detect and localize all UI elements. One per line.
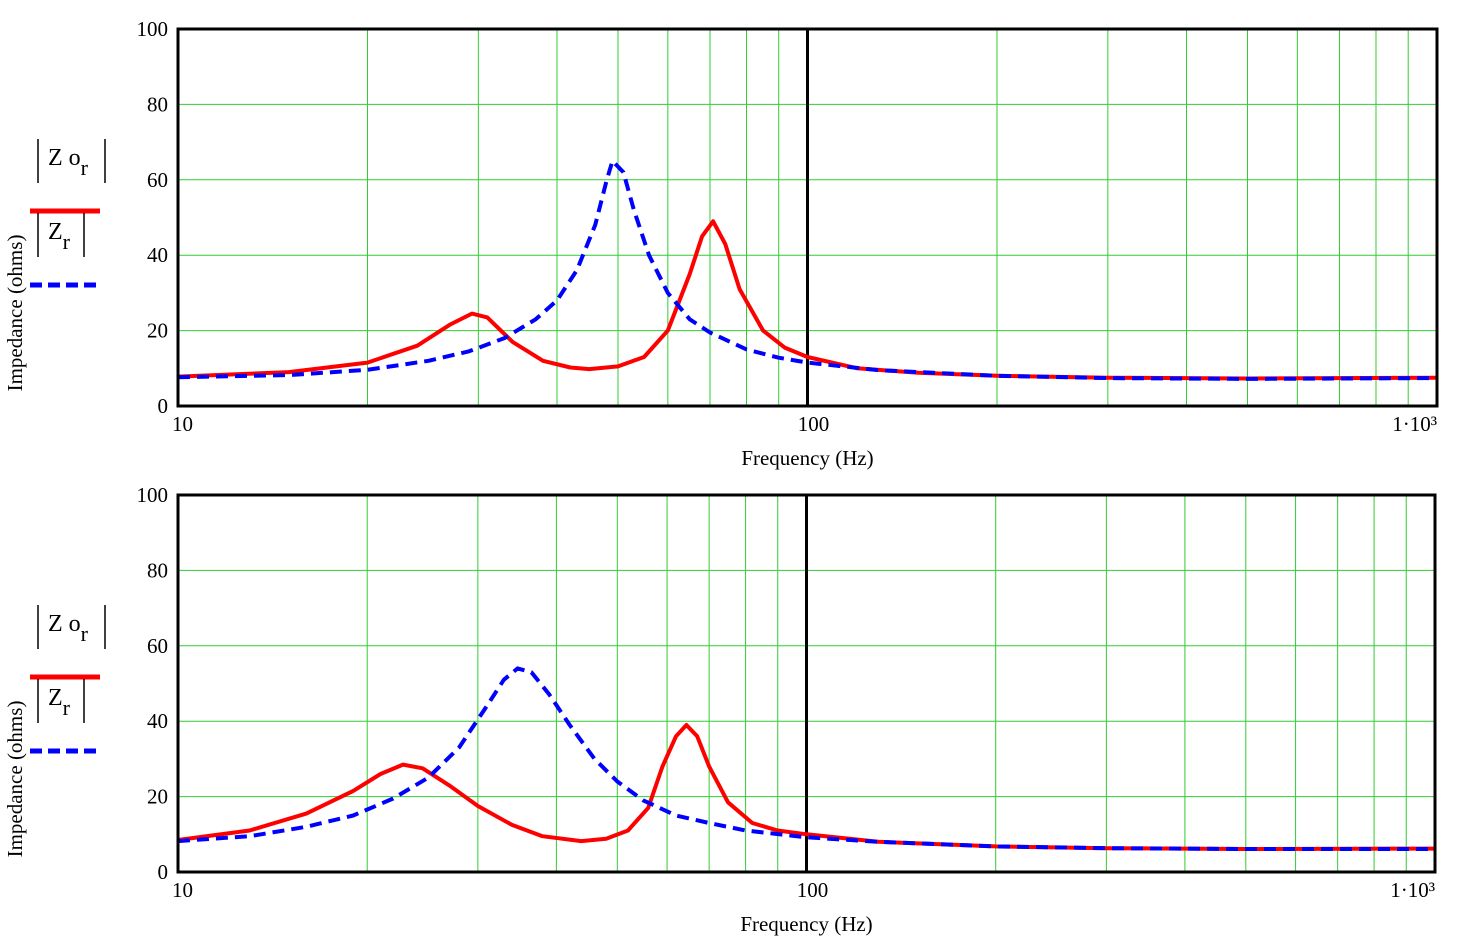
y-tick-label: 100 [137, 17, 169, 41]
legend-label-main: Z o [48, 145, 81, 171]
y-tick-label: 60 [147, 168, 168, 192]
y-tick-label: 60 [147, 634, 168, 658]
legend-label: Z or [48, 611, 89, 646]
legend-item-z-r: Zr [30, 679, 100, 754]
legend-label-main: Z o [48, 611, 81, 637]
y-tick-label: 80 [147, 92, 168, 116]
y-tick-label: 40 [147, 243, 168, 267]
x-axis-label: Frequency (Hz) [740, 912, 872, 936]
legend-label: Z or [48, 145, 89, 180]
y-tick-label: 80 [147, 558, 168, 582]
chart-panel-2: 0 20 40 60 80 100 10 100 1·10³ Frequency (Hz) Impe… [3, 483, 1437, 936]
plot-frame [176, 27, 1439, 408]
x-tick-label: 1·10³ [1392, 412, 1437, 436]
x-tick-label: 100 [797, 878, 829, 902]
legend-label-main: Z [48, 219, 63, 245]
y-tick-label: 20 [147, 785, 168, 809]
series-line-z-r [177, 666, 1435, 851]
legend-label-main: Z [48, 685, 63, 711]
x-tick-label: 100 [798, 412, 830, 436]
x-tick-label: 10 [172, 412, 193, 436]
series-line-z-r [177, 158, 1438, 381]
y-tick-label: 100 [137, 483, 169, 507]
plot-frame [176, 493, 1437, 874]
legend-label-sub: r [81, 155, 89, 180]
x-axis-label: Frequency (Hz) [741, 446, 873, 470]
x-tick-label: 10 [172, 878, 193, 902]
y-tick-label: 0 [158, 394, 169, 418]
legend-label-sub: r [63, 695, 71, 720]
chart-panel-1: 0 20 40 60 80 100 10 100 1·10³ Frequency (Hz) Impe… [3, 17, 1439, 470]
legend-label-sub: r [63, 229, 71, 254]
y-axis-label: Impedance (ohms) [3, 235, 27, 392]
legend-item-z-r: Zr [30, 213, 100, 288]
legend-label: Zr [48, 219, 71, 254]
y-tick-label: 0 [158, 860, 169, 884]
legend-label: Zr [48, 685, 71, 720]
legend-label-sub: r [81, 621, 89, 646]
legend-item-z-or: Z or [30, 139, 106, 214]
legend-item-z-or: Z or [30, 605, 106, 680]
y-tick-label: 40 [147, 709, 168, 733]
y-axis-label: Impedance (ohms) [3, 701, 27, 858]
x-tick-label: 1·10³ [1390, 878, 1435, 902]
y-tick-label: 20 [147, 319, 168, 343]
